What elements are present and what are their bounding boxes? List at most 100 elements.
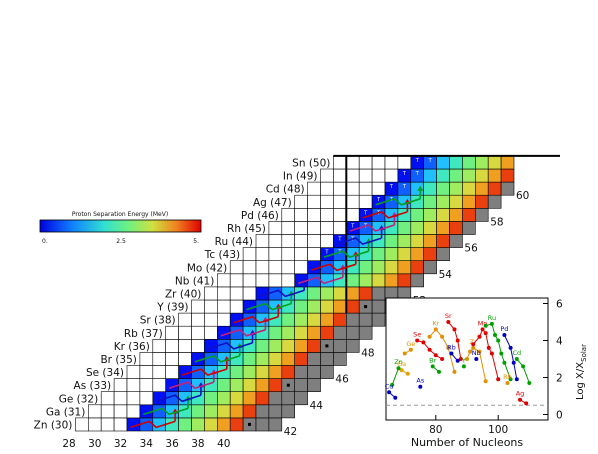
cell-br-n34	[139, 352, 154, 366]
isomer-marker: T	[337, 237, 342, 243]
neutron-number-label-56: 56	[464, 243, 478, 255]
cell-pd-n57	[436, 208, 450, 222]
cell-ru-n56	[423, 234, 437, 248]
cell-ge-n43	[255, 391, 270, 406]
flow-path-mo	[310, 263, 357, 272]
inset-series-ru: Ru	[483, 314, 513, 382]
row-zr	[204, 286, 412, 301]
cell-sr-n48	[320, 312, 334, 327]
inset-point-sr-1	[452, 327, 457, 332]
cell-rh-n47	[307, 221, 321, 235]
element-label-ru: Ru (44)	[215, 236, 253, 248]
inset-point-zr-3	[477, 349, 482, 354]
colorbar-gradient	[39, 219, 202, 233]
cell-zn-n29	[75, 417, 89, 432]
cell-cd-n58	[449, 181, 463, 196]
cell-br-n44	[268, 352, 283, 366]
cell-rb-n46	[294, 325, 308, 340]
cell-in-n61	[487, 168, 502, 183]
cell-ge-n40	[217, 391, 231, 406]
stable-isotope-marker	[364, 305, 368, 309]
inset-x-tick-100: 100	[488, 424, 508, 436]
inset-point-mo-4	[486, 345, 491, 350]
cell-zn-n30	[88, 417, 102, 432]
cell-zn-n39	[204, 417, 218, 432]
cell-nb-n53	[384, 273, 399, 288]
inset-line-zn	[391, 368, 399, 386]
cell-tc-n53	[384, 247, 399, 262]
isomer-marker: T	[415, 158, 420, 164]
cell-se-n35	[152, 365, 167, 379]
row-ge	[100, 391, 308, 406]
cell-rh-n44	[268, 221, 283, 235]
inset-point-ge-0	[402, 351, 407, 356]
abundance-inset-plot: Number of Nucleons Log X/XSolar 80 100 0 2 4…	[385, 297, 588, 449]
row-se	[126, 365, 334, 379]
cell-nb-n51	[358, 273, 373, 288]
inset-point-ru-3	[496, 338, 501, 343]
cell-kr-n38	[191, 338, 205, 353]
inset-series-kr: Kr	[427, 319, 457, 374]
flow-path-y	[246, 302, 292, 311]
inset-point-cd-2	[527, 381, 532, 385]
cell-cd-n47	[307, 181, 321, 196]
cell-br-n48	[320, 352, 334, 366]
inset-point-se-4	[440, 357, 445, 361]
cell-sr-n46	[294, 312, 308, 327]
cell-sn-n50	[345, 155, 360, 170]
cell-zn-n38	[191, 417, 205, 432]
neutron-number-label-54: 54	[439, 269, 453, 281]
cell-zr-n47	[307, 286, 321, 301]
cell-ge-n33	[126, 391, 141, 406]
cell-ge-n39	[204, 391, 218, 406]
cell-rh-n45	[281, 221, 295, 235]
cell-ru-n47	[307, 234, 321, 248]
cell-pd-n50	[345, 208, 360, 222]
flow-path-kr	[207, 342, 253, 350]
cell-kr-n44	[268, 338, 283, 353]
cell-kr-n47	[307, 338, 321, 353]
inset-y-tick-0: 0	[556, 410, 563, 422]
cell-sn-n61	[487, 155, 502, 170]
inset-series-label-nb: Nb	[472, 349, 481, 357]
cell-rb-n49	[333, 325, 347, 340]
cell-br-n43	[255, 352, 270, 366]
cell-ge-n44	[268, 391, 283, 406]
cell-ga-n40	[217, 404, 231, 419]
cell-rh-n49	[333, 221, 347, 235]
cell-pd-n56	[423, 208, 437, 222]
inset-point-cd-0	[514, 357, 519, 361]
inset-point-kr-1	[433, 327, 438, 332]
cell-tc-n44	[268, 247, 283, 262]
inset-y-label-sub: Solar	[580, 344, 588, 362]
cell-sr-n37	[178, 312, 192, 327]
inset-series-as: As	[416, 377, 425, 389]
svg-text:Log X/XSolar: Log X/XSolar	[575, 344, 588, 400]
inset-series-nb: Nb	[472, 349, 481, 361]
cell-mo-n45	[281, 260, 295, 275]
cell-zn-n43	[255, 417, 270, 432]
inset-x-tick-80: 80	[429, 424, 442, 436]
inset-series-label-ag: Ag	[516, 390, 525, 398]
cell-ga-n39	[204, 404, 218, 419]
row-sr	[178, 312, 386, 327]
inset-point-kr-4	[452, 369, 457, 374]
cell-cd-n60	[474, 181, 489, 196]
cell-mo-n51	[358, 260, 373, 275]
cell-zn-n37	[178, 417, 192, 432]
cell-kr-n46	[294, 338, 308, 353]
cell-cd-n56	[423, 181, 437, 196]
cell-y-n49	[333, 299, 347, 314]
cell-ag-n61	[487, 194, 502, 209]
inset-point-ru-0	[483, 323, 488, 328]
inset-series-mo: Mo	[471, 319, 501, 382]
cell-sn-n60	[474, 155, 489, 170]
colorbar-tick-2: 5.	[193, 238, 199, 245]
cell-zn-n32	[113, 417, 128, 432]
inset-point-ru-1	[489, 321, 494, 326]
inset-series-rh: Rh	[503, 373, 512, 385]
inset-point-cd-1	[521, 364, 526, 369]
cell-mo-n43	[255, 260, 270, 275]
cell-rb-n47	[307, 325, 321, 340]
